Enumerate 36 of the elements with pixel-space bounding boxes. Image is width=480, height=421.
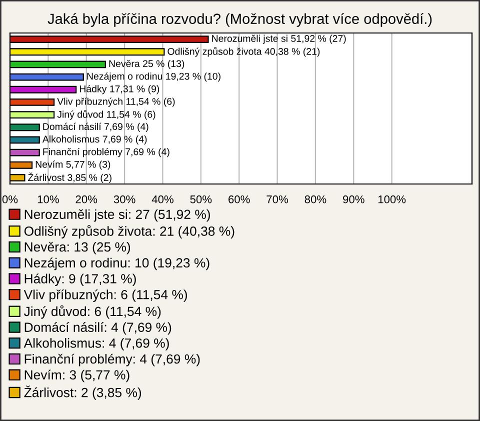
- legend-label: Žárlivost: 2 (3,85 %): [24, 386, 142, 400]
- x-tick-label: 100%: [378, 195, 406, 204]
- data-label: Finanční problémy 7,69 % (4): [43, 148, 170, 158]
- legend-label: Vliv příbuzných: 6 (11,54 %): [24, 289, 188, 302]
- data-label: Vliv příbuzných 11,54 % (6): [57, 98, 175, 107]
- x-tick-label: 60%: [228, 195, 250, 204]
- data-label: Jiný důvod 11,54 % (6): [57, 110, 156, 120]
- data-label: Alkoholismus 7,69 % (4): [42, 135, 147, 144]
- x-tick-label: 50%: [190, 195, 212, 204]
- data-label: Nevím 5,77 % (3): [36, 160, 110, 170]
- x-tick-label: 40%: [152, 195, 174, 204]
- x-tick-label: 90%: [343, 195, 364, 204]
- legend-label: Nevěra: 13 (25 %): [24, 242, 130, 254]
- x-tick-label: 80%: [304, 195, 326, 204]
- data-label: Nevěra 25 % (13): [109, 60, 184, 69]
- x-tick-label: 30%: [114, 195, 136, 204]
- data-label: Žárlivost 3,85 % (2): [28, 172, 112, 183]
- chart-title: Jaká byla příčina rozvodu? (Možnost vybrat více odpovědí.): [48, 13, 432, 27]
- legend-label: Nerozuměli jste si: 27 (51,92 %): [24, 209, 210, 222]
- x-tick-label: 20%: [76, 195, 98, 204]
- data-label: Hádky 17,31 % (9): [80, 85, 160, 94]
- data-label: Odlišný způsob života 40,38 % (21): [168, 46, 320, 57]
- data-label: Domácí násilí 7,69 % (4): [43, 122, 148, 132]
- legend-label: Odlišný způsob života: 21 (40,38 %): [24, 225, 234, 238]
- legend-label: Nezájem o rodinu: 10 (19,23 %): [24, 258, 210, 270]
- legend-label: Finanční problémy: 4 (7,69 %): [24, 354, 200, 366]
- data-label: Nerozuměli jste si 51,92 % (27): [212, 34, 346, 44]
- legend-label: Hádky: 9 (17,31 %): [24, 274, 136, 286]
- legend-label: Nevím: 3 (5,77 %): [24, 370, 130, 382]
- x-tick-label: 0%: [2, 195, 18, 204]
- data-label: Nezájem o rodinu 19,23 % (10): [87, 72, 220, 82]
- x-tick-label: 10%: [38, 195, 59, 204]
- legend-label: Jiný důvod: 6 (11,54 %): [24, 305, 161, 319]
- legend-label: Alkoholismus: 4 (7,69 %): [24, 338, 169, 350]
- x-tick-label: 70%: [266, 195, 288, 204]
- legend-label: Domácí násilí: 4 (7,69 %): [24, 322, 172, 335]
